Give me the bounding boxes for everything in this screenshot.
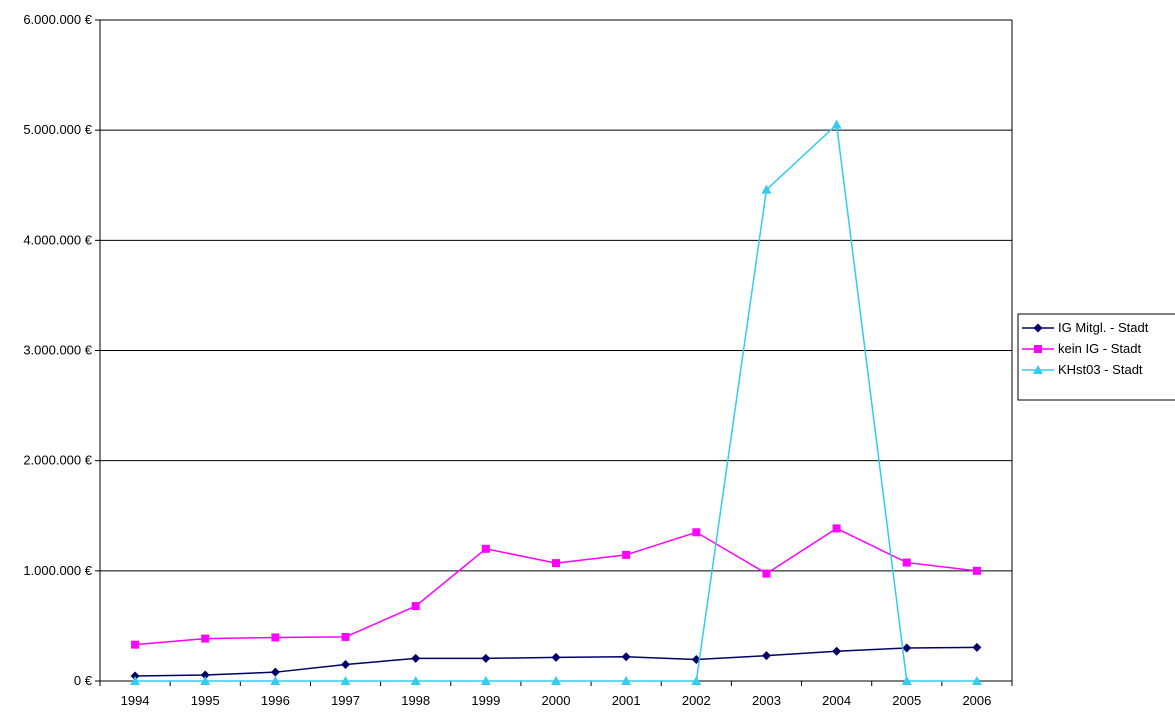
point-2-2003 bbox=[761, 184, 772, 194]
point-0-1996 bbox=[270, 667, 280, 677]
x-tick-label-1994: 1994 bbox=[121, 693, 150, 708]
point-1-1999 bbox=[481, 544, 490, 553]
legend: IG Mitgl. - Stadt kein IG - Stadt KHst03 -… bbox=[1017, 313, 1175, 401]
point-1-1994 bbox=[131, 640, 140, 649]
legend-item-2: KHst03 - Stadt bbox=[1022, 362, 1143, 377]
x-tick-label-2002: 2002 bbox=[682, 693, 711, 708]
point-1-2004 bbox=[832, 524, 841, 533]
x-tick-label-2005: 2005 bbox=[892, 693, 921, 708]
series-1 bbox=[131, 524, 981, 649]
point-2-2002 bbox=[691, 676, 702, 685]
x-tick-label-1996: 1996 bbox=[261, 693, 290, 708]
point-1-2001 bbox=[622, 550, 631, 559]
point-0-1999 bbox=[481, 653, 491, 663]
y-tick-label-3: 3.000.000 € bbox=[23, 343, 92, 358]
point-0-2006 bbox=[972, 642, 982, 652]
point-1-1998 bbox=[411, 602, 420, 611]
y-tick-label-2: 2.000.000 € bbox=[23, 453, 92, 468]
point-0-1998 bbox=[411, 653, 421, 663]
point-2-1996 bbox=[270, 676, 281, 685]
gridlines bbox=[100, 19, 1012, 572]
y-tick-label-6: 6.000.000 € bbox=[23, 12, 92, 27]
point-0-2003 bbox=[761, 651, 771, 661]
legend-item-0: IG Mitgl. - Stadt bbox=[1022, 320, 1149, 335]
y-axis-ticks: 0 € 1.000.000 € 2.000.000 € 3.000.000 € 4.00… bbox=[23, 12, 100, 688]
series-group bbox=[130, 119, 982, 685]
point-2-2005 bbox=[901, 676, 912, 685]
x-tick-label-2003: 2003 bbox=[752, 693, 781, 708]
point-1-2006 bbox=[972, 566, 981, 575]
legend-marker-2 bbox=[1033, 365, 1043, 374]
x-tick-label-1995: 1995 bbox=[191, 693, 220, 708]
point-1-1997 bbox=[341, 632, 350, 641]
point-2-2000 bbox=[551, 676, 561, 685]
y-tick-label-5: 5.000.000 € bbox=[23, 122, 92, 137]
point-0-1997 bbox=[341, 659, 351, 669]
legend-item-1: kein IG - Stadt bbox=[1022, 341, 1141, 356]
legend-label-0: IG Mitgl. - Stadt bbox=[1058, 320, 1149, 335]
series-line-2 bbox=[135, 123, 977, 682]
x-tick-label-1998: 1998 bbox=[401, 693, 430, 708]
legend-label-1: kein IG - Stadt bbox=[1058, 341, 1141, 356]
legend-marker-1 bbox=[1034, 345, 1042, 353]
point-1-2000 bbox=[552, 559, 560, 568]
point-0-2004 bbox=[832, 646, 842, 656]
point-0-2005 bbox=[902, 643, 912, 653]
x-tick-label-2004: 2004 bbox=[822, 693, 851, 708]
point-2-1997 bbox=[340, 676, 351, 685]
point-0-1995 bbox=[200, 670, 210, 680]
series-2 bbox=[130, 119, 982, 685]
x-tick-label-2000: 2000 bbox=[542, 693, 571, 708]
point-2-2006 bbox=[971, 676, 982, 685]
point-0-2000 bbox=[551, 652, 561, 662]
x-tick-label-2006: 2006 bbox=[962, 693, 991, 708]
legend-marker-0 bbox=[1033, 323, 1043, 333]
y-tick-label-1: 1.000.000 € bbox=[23, 563, 92, 578]
point-1-1996 bbox=[271, 633, 280, 642]
point-1-2003 bbox=[762, 569, 771, 578]
legend-label-2: KHst03 - Stadt bbox=[1058, 362, 1143, 377]
point-2-2001 bbox=[621, 676, 632, 685]
series-line-1 bbox=[135, 527, 978, 646]
point-2-1995 bbox=[200, 676, 211, 685]
point-2-2004 bbox=[831, 119, 842, 129]
x-tick-label-1999: 1999 bbox=[471, 693, 500, 708]
x-tick-label-1997: 1997 bbox=[331, 693, 360, 708]
y-tick-label-4: 4.000.000 € bbox=[23, 232, 92, 247]
point-1-1995 bbox=[201, 634, 210, 643]
point-2-1994 bbox=[130, 676, 141, 685]
x-axis-ticks: 1994 1995 1996 1997 1998 1999 2000 2001 2002 2003… bbox=[99, 681, 1013, 708]
y-tick-label-0: 0 € bbox=[74, 673, 93, 688]
point-2-1998 bbox=[410, 676, 421, 685]
point-1-2005 bbox=[902, 558, 911, 567]
series-0 bbox=[130, 642, 982, 681]
x-tick-label-2001: 2001 bbox=[612, 693, 641, 708]
point-0-2001 bbox=[621, 652, 631, 662]
point-2-1999 bbox=[480, 676, 491, 685]
point-1-2002 bbox=[692, 528, 701, 537]
